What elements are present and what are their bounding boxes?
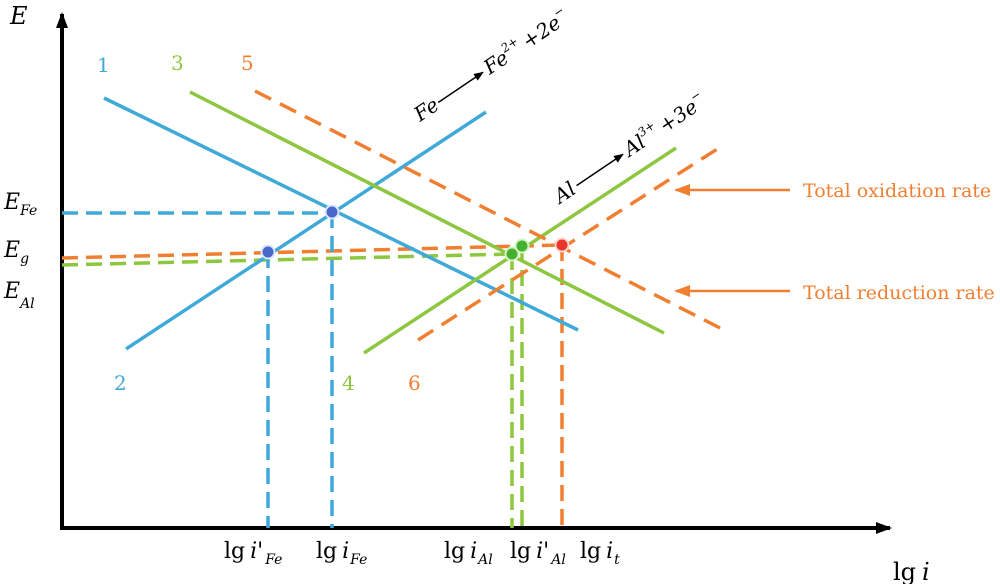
al-reaction-reactant: Al xyxy=(548,177,580,210)
line-6-total-oxidation xyxy=(417,144,723,342)
intersection-dot-fe xyxy=(324,204,340,220)
x-tick-i-t: lg it xyxy=(580,539,620,568)
x-tick-i-fe: lg iFe xyxy=(316,539,367,568)
x-axis-label: lg i xyxy=(893,558,930,584)
intersection-dot-fe-couple xyxy=(260,244,276,260)
fe-reaction-label: Fe Fe2++2e− xyxy=(409,3,573,127)
line-number-4: 4 xyxy=(342,371,355,395)
line-1-fe-reduction xyxy=(103,96,579,332)
line-number-3: 3 xyxy=(171,51,184,75)
line-number-2: 2 xyxy=(114,371,127,395)
fe-reaction-arrow xyxy=(437,71,484,104)
fe-reaction-reactant: Fe xyxy=(409,92,444,126)
fe-reaction-product: Fe2++2e− xyxy=(477,3,573,80)
intersection-dot-al xyxy=(504,246,520,262)
line-2-fe-oxidation xyxy=(125,110,487,351)
line-number-6: 6 xyxy=(408,371,421,395)
line-number-5: 5 xyxy=(241,51,254,75)
line-3-al-reduction xyxy=(189,90,665,335)
eal-guide-line-green xyxy=(61,252,513,267)
y-tick-efe: EFe xyxy=(3,190,37,219)
y-tick-eal: EAl xyxy=(3,279,35,312)
x-tick-i-prime-fe: lg i' Fe xyxy=(224,539,282,568)
intersection-dot-total xyxy=(554,237,570,253)
eg-guide-line-orange xyxy=(61,243,563,260)
x-tick-i-al: lg iAl xyxy=(444,539,493,568)
x-tick-i-prime-al: lg i' Al xyxy=(510,539,566,568)
al-reaction-arrow xyxy=(576,153,624,187)
y-axis-label: E xyxy=(9,2,28,30)
total-reduction-label: Total reduction rate xyxy=(803,282,995,304)
total-oxidation-label: Total oxidation rate xyxy=(803,180,991,202)
line-number-1: 1 xyxy=(97,53,110,77)
y-tick-eg: Eg xyxy=(3,238,29,267)
al-reaction-product: Al3++3e− xyxy=(616,87,710,162)
intersection-dot-al-couple xyxy=(514,238,530,254)
line-5-total-reduction xyxy=(254,89,721,330)
